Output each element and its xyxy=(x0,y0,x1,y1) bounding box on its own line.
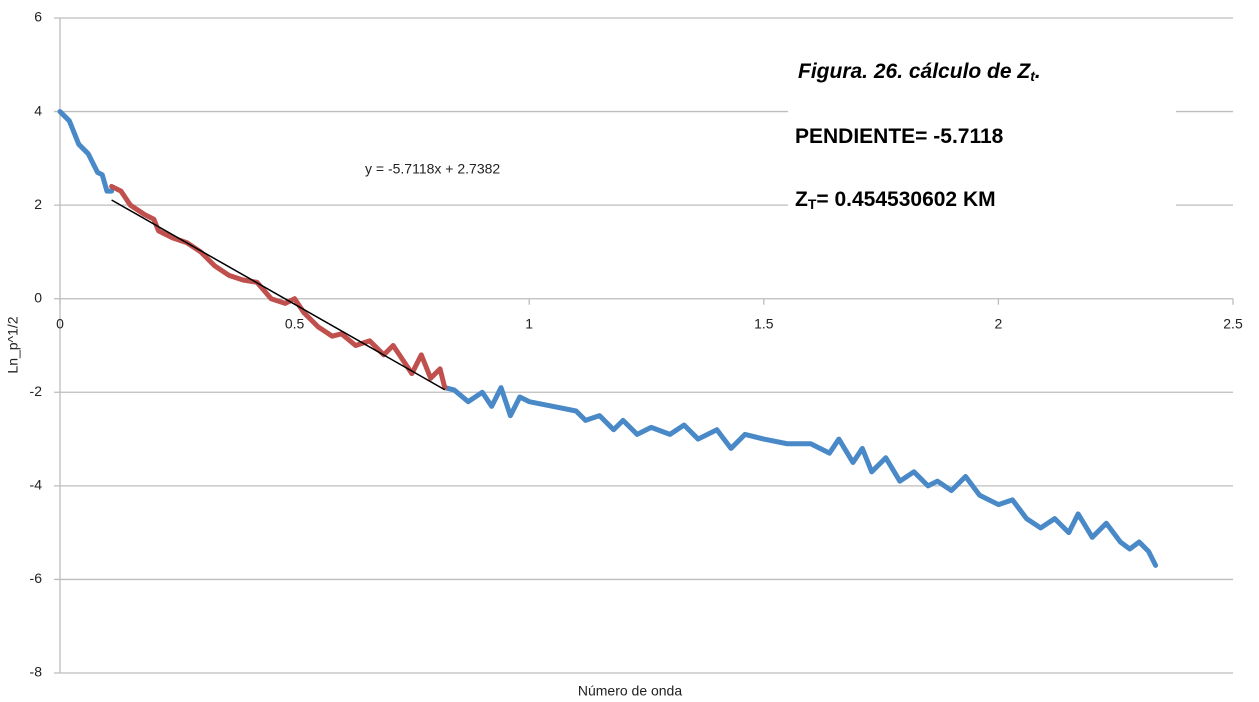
y-tick-label: 6 xyxy=(34,9,42,25)
annotation-box xyxy=(788,48,1176,238)
grid xyxy=(54,17,1234,674)
x-tick-label: 0.5 xyxy=(285,315,305,331)
data-line xyxy=(57,109,1159,568)
x-tick-label: 0 xyxy=(56,315,64,331)
y-tick-label: 2 xyxy=(34,196,42,212)
annotation-after: = 0.454530602 KM xyxy=(816,188,995,211)
x-tick-label: 1 xyxy=(525,315,533,331)
annotation-sub: t xyxy=(1030,68,1036,84)
annotation: PENDIENTE= -5.7118 xyxy=(795,125,1004,148)
plot xyxy=(57,109,1159,568)
annotation-text: PENDIENTE= -5.7118 xyxy=(795,125,1004,148)
data-line xyxy=(109,183,448,391)
annotation-after: . xyxy=(1035,60,1041,83)
annotation-text: Figura. 26. cálculo de Z xyxy=(798,60,1031,83)
annotation-sub: T xyxy=(808,196,817,212)
y-tick-label: 4 xyxy=(34,102,42,118)
y-tick-label: 0 xyxy=(34,289,42,305)
y-tick-label: -8 xyxy=(30,664,43,680)
y-tick-label: -2 xyxy=(30,383,43,399)
trendline-label: y = -5.7118x + 2.7382 xyxy=(365,161,500,177)
x-axis-label: Número de onda xyxy=(578,683,683,699)
y-tick-label: -6 xyxy=(30,570,43,586)
annotation: Figura. 26. cálculo de Zt. xyxy=(798,60,1041,84)
x-tick-label: 1.5 xyxy=(754,315,774,331)
trendline xyxy=(111,199,446,391)
y-axis-label: Ln_p^1/2 xyxy=(5,316,21,373)
x-tick-label: 2.5 xyxy=(1223,315,1243,331)
annotation-text: Z xyxy=(795,188,808,211)
x-tick-label: 2 xyxy=(995,315,1003,331)
annotation: ZT= 0.454530602 KM xyxy=(795,188,996,212)
y-tick-label: -4 xyxy=(30,477,43,493)
